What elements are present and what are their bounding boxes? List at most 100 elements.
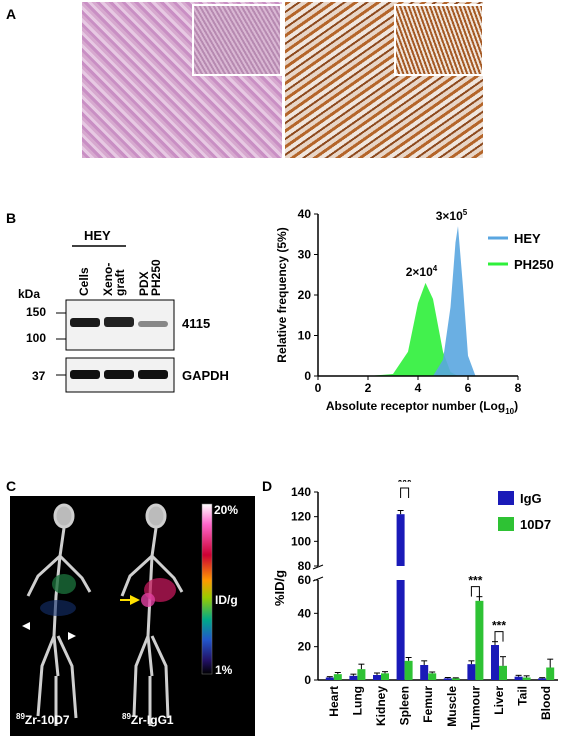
panel-label-a: A <box>6 6 17 22</box>
bar-10d7 <box>381 673 389 680</box>
bar-10d7 <box>333 674 342 680</box>
svg-text:89Zr-IgG1: 89Zr-IgG1 <box>122 712 174 727</box>
panel-label-b: B <box>6 210 17 226</box>
significance-label: *** <box>492 619 506 633</box>
band-xenograft <box>104 317 134 327</box>
bar-igg-lower <box>396 580 405 680</box>
receptor-histogram: 0 2 4 6 8 0 10 20 30 40 Absolute receptor number (… <box>275 207 554 416</box>
panel-label-c: C <box>6 478 17 494</box>
y-tick-label: 140 <box>291 485 311 499</box>
arrow-yellow-icon <box>130 595 140 605</box>
left-label: Zr-10D7 <box>25 713 70 727</box>
y-axis-label: Relative frequency (5%) <box>275 227 289 362</box>
y-tick-label: 30 <box>298 248 312 262</box>
x-tick-label: 2 <box>365 381 372 395</box>
lane-label-xenograft-2: graft <box>113 269 127 296</box>
y-tick-label: 20 <box>298 288 312 302</box>
svg-text:89Zr-10D7: 89Zr-10D7 <box>16 712 70 727</box>
category-label: Tail <box>516 686 530 706</box>
y-axis-label: %ID/g <box>272 570 287 606</box>
western-blot: HEY Cells Xeno- graft PDX PH250 kDa 150 … <box>18 228 229 393</box>
bar-10d7 <box>451 678 460 680</box>
axis-break <box>312 564 324 570</box>
panel-label-d: D <box>262 478 273 494</box>
kda-label: kDa <box>18 287 40 301</box>
bar-10d7 <box>357 669 366 680</box>
bar-igg <box>443 678 452 680</box>
bar-10d7 <box>404 660 413 680</box>
bar-10d7 <box>475 600 484 680</box>
peak-annotation: 2×104 <box>406 264 438 279</box>
marker-150: 150 <box>26 305 46 319</box>
y-tick-label: 120 <box>291 510 311 524</box>
y-tick-label: 100 <box>291 534 311 548</box>
marker-37: 37 <box>32 369 46 383</box>
bar-10d7 <box>522 677 531 680</box>
bar-10d7 <box>546 667 555 680</box>
band-label-gapdh: GAPDH <box>182 368 229 383</box>
series-area-ph250 <box>368 282 458 376</box>
y-tick-label: 10 <box>298 329 312 343</box>
legend-label: 10D7 <box>520 517 551 532</box>
y-tick-label: 20 <box>298 640 312 654</box>
band-pdx <box>138 321 168 327</box>
series-area-hey <box>433 226 476 376</box>
mouse-10d7 <box>26 503 92 726</box>
x-tick-label: 0 <box>315 381 322 395</box>
bar-igg <box>349 675 358 680</box>
bar-igg <box>491 645 499 680</box>
scale-bottom-label: 1% <box>215 663 233 677</box>
right-label: Zr-IgG1 <box>131 713 174 727</box>
scale-top-label: 20% <box>214 503 238 517</box>
legend-label: HEY <box>514 231 541 246</box>
lane-label-pdx-1: PDX <box>137 271 151 296</box>
lane-label-cells: Cells <box>77 267 91 296</box>
bar-igg <box>538 678 547 680</box>
category-label: Kidney <box>374 686 388 726</box>
significance-bracket <box>470 586 480 597</box>
scale-mid-label: ID/g <box>215 593 238 607</box>
category-label: Muscle <box>445 686 459 727</box>
y-tick-label: 80 <box>298 559 312 573</box>
x-tick-label: 8 <box>515 381 522 395</box>
ihc-stain-inset <box>394 4 484 76</box>
lane-label-xenograft-1: Xeno- <box>101 263 115 296</box>
blot-group-label: HEY <box>84 228 111 243</box>
bar-igg <box>325 677 334 680</box>
bar-igg-upper <box>396 514 405 566</box>
marker-100: 100 <box>26 331 46 345</box>
category-label: Heart <box>327 686 341 717</box>
arrowhead-left-icon <box>22 622 30 630</box>
legend-label: PH250 <box>514 257 554 272</box>
significance-bracket <box>400 487 410 498</box>
peak-annotation: 3×105 <box>436 208 468 223</box>
y-tick-label: 40 <box>298 207 312 221</box>
band-label-4115: 4115 <box>182 316 210 331</box>
x-tick-label: 4 <box>415 381 422 395</box>
bar-10d7 <box>428 673 437 680</box>
left-label-sup: 89 <box>16 712 25 721</box>
bar-10d7 <box>499 665 507 680</box>
category-label: Blood <box>539 686 553 720</box>
y-tick-label: 0 <box>304 673 311 687</box>
arrowhead-right-icon <box>68 632 76 640</box>
y-tick-label: 60 <box>298 573 312 587</box>
lane-label-pdx-2: PH250 <box>149 259 163 296</box>
biodistribution-bar-chart: 80 100 120 140 0 20 40 60 %ID/g Heart Lung Kidney Sp… <box>272 480 558 730</box>
right-label-sup: 89 <box>122 712 131 721</box>
bar-igg <box>420 665 429 680</box>
x-axis-label: Absolute receptor number (Log10) <box>326 399 518 416</box>
bar-igg <box>467 664 476 680</box>
band-cells <box>70 318 100 327</box>
x-tick-label: 6 <box>465 381 472 395</box>
significance-bracket <box>494 631 504 642</box>
legend-swatch <box>498 491 514 505</box>
he-stain-inset <box>192 4 282 76</box>
color-scale-bar <box>201 503 213 675</box>
bar-igg <box>514 676 523 680</box>
category-label: Lung <box>350 686 364 715</box>
y-tick-label: 0 <box>304 369 311 383</box>
category-label: Liver <box>492 686 506 715</box>
category-label: Tumour <box>468 686 482 730</box>
legend-swatch <box>498 517 514 531</box>
